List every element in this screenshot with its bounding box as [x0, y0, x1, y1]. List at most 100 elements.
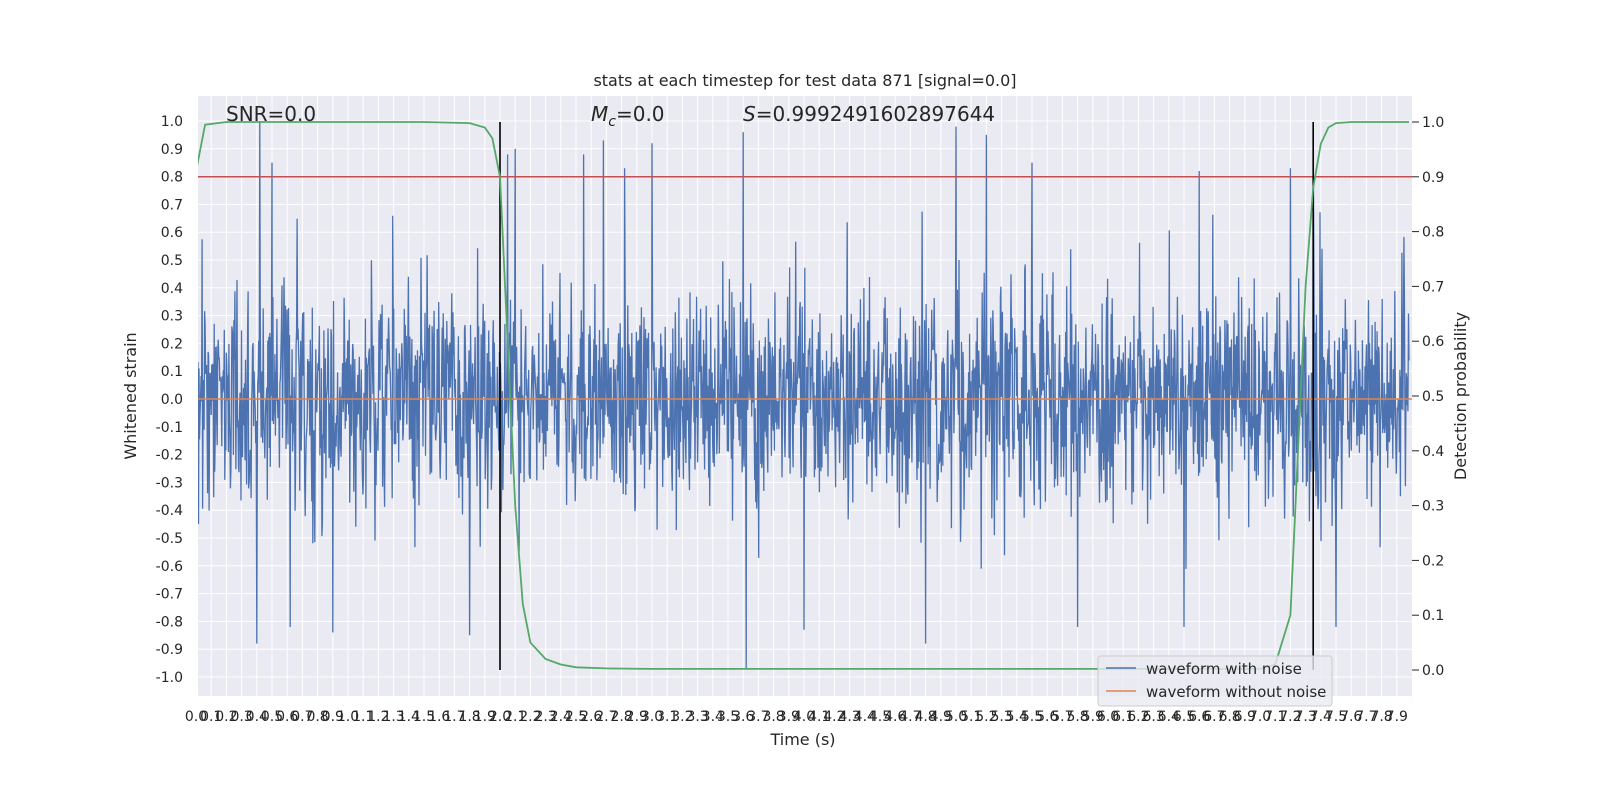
x-tick-label: 2.2: [519, 709, 541, 725]
waveform-with-noise-line: [198, 120, 1410, 669]
x-tick-label: 4.2: [823, 709, 845, 725]
x-tick-label: 2.7: [595, 709, 617, 725]
x-tick-label: 1.4: [398, 709, 420, 725]
x-tick-label: 4.9: [930, 709, 952, 725]
x-tick-label: 1.5: [413, 709, 435, 725]
x-tick-label: 7.7: [1355, 709, 1377, 725]
y2-tick-label: 0.4: [1422, 444, 1444, 460]
legend-box: [1097, 655, 1333, 707]
y2-tick-label: 0.0: [1422, 663, 1444, 679]
y-tick-label: 0.8: [161, 170, 183, 186]
x-tick-label: 2.8: [610, 709, 632, 725]
y-tick-label: 0.9: [161, 142, 183, 158]
x-tick-label: 3.9: [778, 709, 800, 725]
x-tick-label: 4.7: [899, 709, 921, 725]
x-tick-label: 6.2: [1127, 709, 1149, 725]
x-tick-label: 2.1: [504, 709, 526, 725]
x-tick-label: 7.4: [1310, 709, 1332, 725]
x-tick-label: 3.5: [717, 709, 739, 725]
annotation-mc-sub: c: [608, 114, 616, 130]
x-tick-label: 7.0: [1249, 709, 1271, 725]
x-tick-label: 4.4: [854, 709, 876, 725]
y-tick-label: -1.0: [156, 670, 183, 686]
axes: 0.00.10.20.30.40.50.60.70.80.91.01.11.21…: [156, 114, 1445, 725]
x-tick-label: 4.3: [838, 709, 860, 725]
x-tick-label: 1.6: [428, 709, 450, 725]
x-tick-label: 3.4: [702, 709, 724, 725]
y-tick-label: -0.6: [156, 559, 183, 575]
x-tick-label: 7.3: [1294, 709, 1316, 725]
annotation-s-symbol: S: [743, 102, 756, 126]
x-tick-label: 6.1: [1112, 709, 1134, 725]
x-tick-label: 0.8: [306, 709, 328, 725]
y2-tick-label: 0.6: [1422, 334, 1444, 350]
x-tick-label: 7.1: [1264, 709, 1286, 725]
y-tick-label: 0.4: [161, 281, 183, 297]
x-tick-label: 3.6: [732, 709, 754, 725]
x-tick-label: 1.2: [367, 709, 389, 725]
x-tick-label: 3.3: [686, 709, 708, 725]
x-tick-label: 4.5: [869, 709, 891, 725]
x-tick-label: 3.2: [671, 709, 693, 725]
y-tick-label: 0.0: [161, 392, 183, 408]
x-tick-label: 4.8: [914, 709, 936, 725]
x-tick-label: 6.6: [1188, 709, 1210, 725]
detection-probability-line: [198, 121, 1409, 670]
x-tick-label: 1.7: [443, 709, 465, 725]
x-tick-label: 2.6: [580, 709, 602, 725]
x-tick-label: 2.3: [534, 709, 556, 725]
overlay-lines: [198, 121, 1412, 670]
x-tick-label: 3.8: [762, 709, 784, 725]
x-tick-label: 2.9: [626, 709, 648, 725]
y-tick-label: -0.5: [156, 531, 183, 547]
annotation-score: S=0.9992491602897644: [743, 102, 995, 126]
chart-title: stats at each timestep for test data 871…: [593, 71, 1016, 90]
x-tick-label: 3.1: [656, 709, 678, 725]
x-tick-label: 4.0: [793, 709, 815, 725]
x-axis-label: Time (s): [769, 730, 835, 749]
x-tick-label: 1.0: [337, 709, 359, 725]
y-tick-label: -0.7: [156, 587, 183, 603]
y-tick-label: -0.1: [156, 420, 183, 436]
annotation-snr: SNR=0.0: [226, 102, 316, 126]
y2-tick-label: 0.2: [1422, 553, 1444, 569]
x-tick-label: 3.7: [747, 709, 769, 725]
x-tick-label: 6.0: [1097, 709, 1119, 725]
x-tick-label: 4.6: [884, 709, 906, 725]
x-tick-label: 5.5: [1021, 709, 1043, 725]
y-tick-label: -0.4: [156, 503, 183, 519]
x-tick-label: 7.2: [1279, 709, 1301, 725]
x-tick-label: 5.9: [1082, 709, 1104, 725]
annotation-s-value: =0.9992491602897644: [756, 102, 995, 126]
x-tick-label: 5.6: [1036, 709, 1058, 725]
y-tick-label: -0.8: [156, 614, 183, 630]
y-tick-label: -0.9: [156, 642, 183, 658]
series-waveform-with-noise: [198, 120, 1410, 669]
x-tick-label: 2.5: [565, 709, 587, 725]
x-tick-label: 0.9: [322, 709, 344, 725]
annotation-mc-symbol: M: [591, 102, 608, 126]
x-tick-label: 7.9: [1386, 709, 1408, 725]
x-tick-label: 5.1: [960, 709, 982, 725]
x-tick-label: 0.0: [185, 709, 207, 725]
x-tick-label: 5.0: [945, 709, 967, 725]
x-tick-label: 6.5: [1173, 709, 1195, 725]
x-tick-label: 5.7: [1051, 709, 1073, 725]
x-tick-label: 0.2: [215, 709, 237, 725]
x-tick-label: 1.1: [352, 709, 374, 725]
x-tick-label: 5.2: [975, 709, 997, 725]
x-tick-label: 7.6: [1340, 709, 1362, 725]
y2-tick-label: 0.7: [1422, 279, 1444, 295]
y2-tick-label: 0.3: [1422, 499, 1444, 515]
x-tick-label: 1.9: [474, 709, 496, 725]
x-tick-label: 2.0: [489, 709, 511, 725]
x-tick-label: 6.8: [1218, 709, 1240, 725]
y-tick-label: 0.6: [161, 225, 183, 241]
x-tick-label: 4.1: [808, 709, 830, 725]
x-tick-label: 7.5: [1325, 709, 1347, 725]
x-tick-label: 5.8: [1066, 709, 1088, 725]
y-tick-label: 0.1: [161, 364, 183, 380]
x-tick-label: 0.4: [246, 709, 268, 725]
x-tick-label: 5.3: [990, 709, 1012, 725]
